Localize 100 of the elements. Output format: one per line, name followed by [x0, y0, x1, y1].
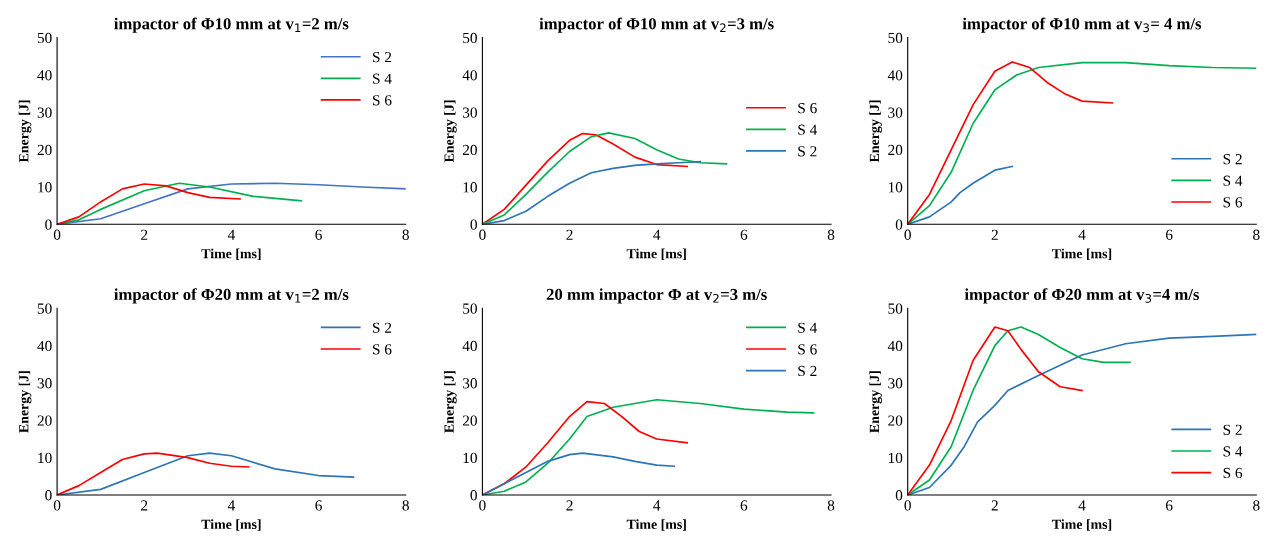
y-tick-label: 40 [887, 340, 903, 352]
y-tick-label: 40 [37, 340, 52, 352]
x-tick-label: 0 [479, 229, 486, 240]
legend-label: S 2 [1223, 424, 1242, 435]
y-tick-label: 0 [470, 219, 477, 230]
y-axis-title: Energy [J] [18, 100, 32, 163]
chart-title: impactor of Φ10 mm at v$_{3}$= 4 m/s [962, 17, 1202, 33]
y-tick-label: 0 [45, 490, 52, 501]
y-tick-label: 40 [462, 70, 477, 81]
x-tick-label: 6 [740, 229, 748, 240]
y-tick-label: 10 [888, 182, 903, 193]
legend-label: S 6 [798, 103, 817, 114]
x-tick-label: 4 [227, 500, 235, 511]
y-tick-label: 10 [463, 182, 477, 193]
y-axis-title: Energy [J] [444, 371, 457, 433]
y-axis-title: Energy [J] [18, 371, 32, 433]
x-tick-label: 0 [904, 500, 911, 511]
x-tick-label: 8 [402, 229, 409, 240]
x-tick-label: 6 [315, 229, 322, 240]
x-tick-label: 6 [740, 500, 748, 511]
y-tick-label: 50 [37, 303, 52, 314]
y-tick-label: 30 [463, 107, 477, 118]
y-tick-label: 40 [37, 70, 52, 81]
x-tick-label: 2 [566, 229, 573, 240]
line-series [482, 132, 728, 225]
x-tick-label: 4 [1078, 500, 1086, 511]
x-axis-title: Time [ms] [626, 519, 686, 531]
y-tick-label: 30 [888, 378, 903, 389]
x-tick-label: 2 [566, 500, 573, 511]
y-tick-label: 20 [462, 415, 477, 426]
x-tick-label: 8 [1253, 500, 1260, 511]
line-series [907, 326, 1131, 495]
y-tick-label: 0 [470, 490, 477, 501]
legend-label: S 2 [373, 51, 392, 63]
y-tick-label: 0 [895, 490, 903, 501]
x-tick-label: 6 [1166, 229, 1173, 240]
legend-label: S 2 [1223, 154, 1242, 165]
line-series [57, 452, 250, 495]
legend-label: S 6 [373, 344, 392, 355]
y-tick-label: 40 [462, 340, 477, 352]
x-tick-label: 0 [53, 229, 61, 240]
legend-label: S 4 [1223, 175, 1243, 186]
x-tick-label: 0 [904, 229, 911, 240]
x-tick-label: 8 [402, 500, 409, 511]
legend-label: S 2 [798, 146, 817, 157]
x-tick-label: 4 [227, 229, 235, 240]
x-tick-label: 2 [991, 500, 998, 511]
y-tick-label: 30 [463, 378, 477, 389]
chart-title: 20 mm impactor Φ at v$_{2}$=3 m/s [546, 288, 767, 304]
x-tick-label: 0 [53, 500, 61, 511]
line-series [907, 61, 1114, 225]
y-tick-label: 20 [37, 415, 52, 426]
x-axis-title: Time [ms] [201, 519, 261, 531]
x-axis-title: Time [ms] [201, 248, 261, 261]
legend-label: S 4 [798, 124, 818, 135]
y-tick-label: 20 [462, 144, 477, 156]
chart-title: impactor of Φ10 mm at v$_{1}$=2 m/s [114, 17, 349, 33]
legend-label: S 2 [798, 365, 817, 377]
x-axis-title: Time [ms] [1052, 248, 1112, 261]
x-tick-label: 6 [315, 500, 322, 511]
y-tick-label: 10 [888, 452, 903, 464]
chart-title: impactor of Φ10 mm at v$_{2}$=3 m/s [539, 17, 774, 33]
x-tick-label: 4 [653, 229, 661, 240]
legend-label: S 6 [1223, 197, 1243, 208]
x-tick-label: 2 [141, 229, 148, 240]
y-tick-label: 0 [895, 219, 903, 230]
y-tick-label: 20 [37, 144, 52, 156]
y-tick-label: 40 [887, 70, 903, 81]
y-tick-label: 30 [37, 107, 52, 118]
y-tick-label: 10 [38, 452, 52, 464]
line-series [57, 183, 241, 225]
line-series [907, 326, 1083, 495]
y-tick-label: 50 [888, 32, 903, 44]
x-tick-label: 4 [653, 500, 661, 511]
legend-label: S 6 [798, 344, 817, 355]
y-tick-label: 30 [37, 378, 52, 389]
line-series [482, 132, 689, 225]
y-tick-label: 20 [888, 144, 903, 156]
line-series [907, 165, 1014, 225]
x-tick-label: 4 [1078, 229, 1086, 240]
x-axis-title: Time [ms] [1052, 519, 1112, 531]
y-tick-label: 0 [45, 219, 52, 230]
x-tick-label: 8 [827, 229, 835, 240]
x-tick-label: 8 [1253, 229, 1260, 240]
legend-label: S 6 [373, 95, 392, 106]
y-tick-label: 10 [463, 452, 477, 464]
y-axis-title: Energy [J] [869, 371, 883, 433]
line-series [482, 452, 675, 495]
y-tick-label: 10 [38, 182, 52, 193]
x-tick-label: 8 [827, 500, 835, 511]
x-tick-label: 0 [479, 500, 486, 511]
y-axis-title: Energy [J] [444, 100, 457, 163]
legend-label: S 6 [1223, 467, 1243, 479]
y-tick-label: 50 [463, 303, 477, 314]
x-tick-label: 6 [1166, 500, 1173, 511]
legend-label: S 4 [1223, 446, 1243, 457]
legend-label: S 4 [798, 322, 818, 333]
y-axis-title: Energy [J] [869, 100, 883, 163]
x-tick-label: 2 [141, 500, 148, 511]
chart-title: impactor of Φ20 mm at v$_{1}$=2 m/s [114, 288, 349, 304]
